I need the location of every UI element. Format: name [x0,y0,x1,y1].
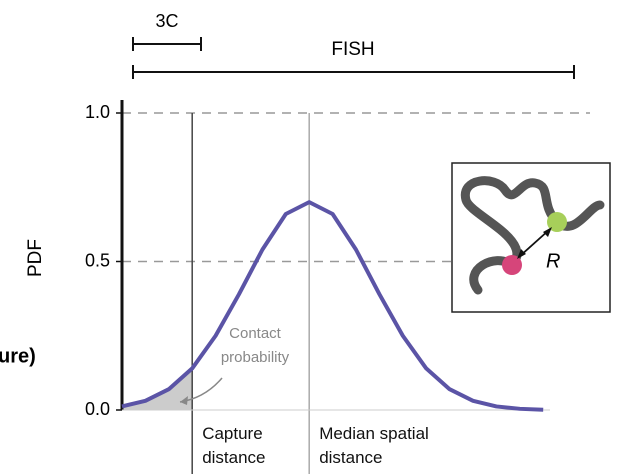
scale-label: 3C [155,11,178,31]
callout-text: Contact probability [220,325,290,366]
cropped-text: ure) [0,345,36,367]
inset [451,162,611,313]
y-tick-label: 0.5 [85,250,110,270]
scale-label: FISH [331,39,374,60]
y-tick-label: 1.0 [85,102,110,122]
scale-bars [132,37,575,79]
plot: 0.0 0.5 1.0 [85,100,590,474]
pdf-curve [121,200,544,412]
callout-arrowhead [180,396,188,405]
inset-label: R [546,250,560,272]
shaded-area [122,368,193,410]
y-tick-label: 0.0 [85,399,110,419]
annotation-text: Median spatial distance [319,424,429,467]
annotation-text: Capture distance [202,424,266,467]
y-axis-label: PDF [25,239,46,277]
